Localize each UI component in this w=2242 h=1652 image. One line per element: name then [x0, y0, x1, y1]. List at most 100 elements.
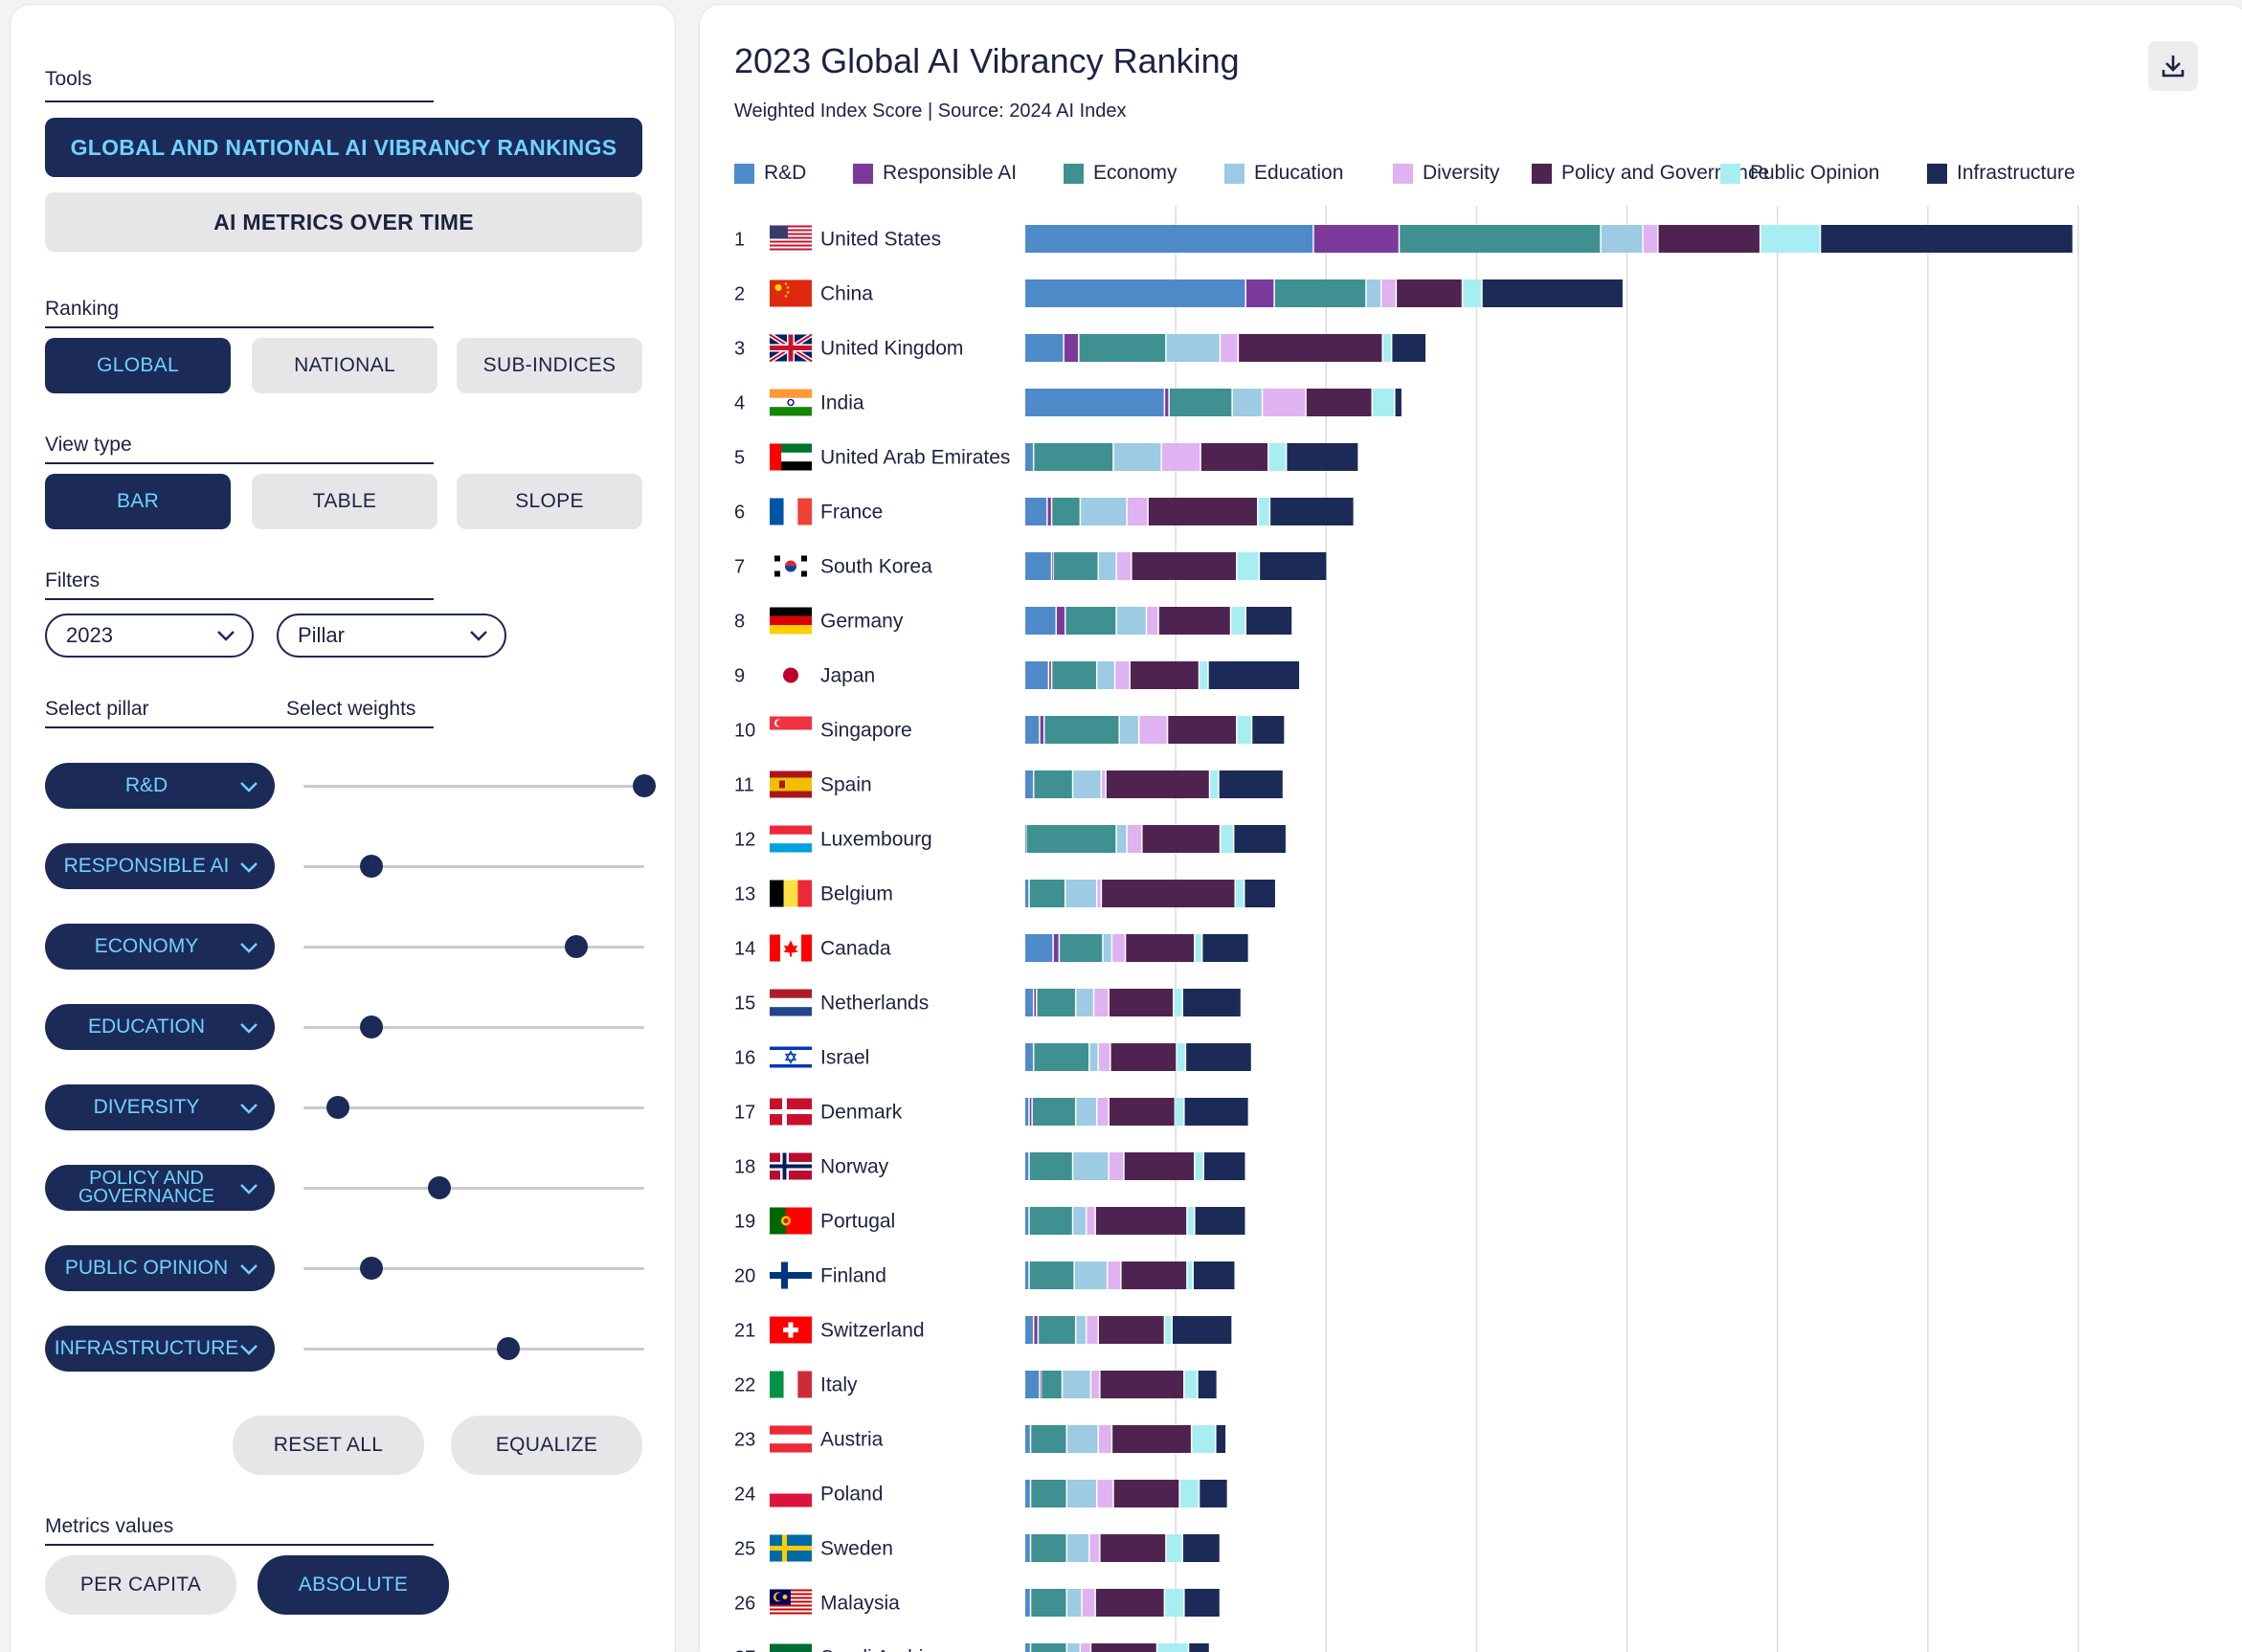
bar-segment-public-opinion[interactable]	[1177, 1043, 1185, 1071]
bar-segment-r-d[interactable]	[1025, 498, 1047, 525]
bar-segment-infrastructure[interactable]	[1202, 934, 1248, 962]
bar-segment-infrastructure[interactable]	[1392, 334, 1426, 362]
bar-segment-public-opinion[interactable]	[1237, 552, 1259, 580]
bar-segment-economy[interactable]	[1026, 825, 1116, 853]
bar-segment-economy[interactable]	[1034, 443, 1113, 471]
bar-segment-r-d[interactable]	[1025, 934, 1053, 962]
bar-segment-r-d[interactable]	[1025, 1098, 1029, 1126]
bar-segment-r-d[interactable]	[1025, 1207, 1029, 1235]
bar-segment-education[interactable]	[1232, 389, 1262, 416]
bar-segment-infrastructure[interactable]	[1234, 825, 1286, 853]
legend-item[interactable]: Policy and Governance	[1532, 162, 1769, 185]
weight-slider-knob[interactable]	[633, 774, 656, 797]
bar-segment-economy[interactable]	[1039, 1316, 1075, 1344]
bar-segment-policy-and-governance[interactable]	[1306, 389, 1372, 416]
bar-segment-diversity[interactable]	[1097, 880, 1101, 907]
bar-segment-infrastructure[interactable]	[1208, 661, 1300, 689]
legend-item[interactable]: R&D	[734, 162, 806, 185]
bar-segment-diversity[interactable]	[1091, 1371, 1100, 1398]
bar-segment-diversity[interactable]	[1081, 1643, 1090, 1652]
bar-segment-infrastructure[interactable]	[1186, 1043, 1251, 1071]
bar-segment-public-opinion[interactable]	[1760, 225, 1820, 253]
bar-segment-infrastructure[interactable]	[1189, 1643, 1209, 1652]
bar-segment-diversity[interactable]	[1089, 1534, 1100, 1562]
bar-segment-public-opinion[interactable]	[1199, 661, 1208, 689]
bar-segment-education[interactable]	[1103, 934, 1111, 962]
bar-segment-economy[interactable]	[1031, 1425, 1066, 1453]
bar-segment-infrastructure[interactable]	[1194, 1261, 1235, 1289]
weight-slider-track[interactable]	[303, 855, 644, 878]
equalize-button[interactable]: EQUALIZE	[451, 1416, 642, 1475]
bar-segment-economy[interactable]	[1029, 1207, 1072, 1235]
bar-segment-infrastructure[interactable]	[1252, 716, 1285, 744]
bar-segment-diversity[interactable]	[1127, 498, 1148, 525]
bar-segment-diversity[interactable]	[1097, 1098, 1109, 1126]
bar-segment-r-d[interactable]	[1025, 1534, 1030, 1562]
chart-row[interactable]: 27 Saudi Arabia	[734, 1643, 1209, 1652]
bar-segment-r-d[interactable]	[1025, 607, 1056, 635]
bar-segment-responsible-ai[interactable]	[1246, 279, 1274, 307]
bar-segment-policy-and-governance[interactable]	[1091, 1643, 1156, 1652]
bar-segment-education[interactable]	[1076, 1098, 1096, 1126]
bar-segment-policy-and-governance[interactable]	[1100, 1534, 1166, 1562]
bar-segment-education[interactable]	[1073, 1152, 1109, 1180]
bar-segment-r-d[interactable]	[1025, 661, 1048, 689]
bar-segment-education[interactable]	[1067, 1589, 1082, 1617]
bar-segment-infrastructure[interactable]	[1821, 225, 2073, 253]
bar-segment-economy[interactable]	[1031, 1480, 1066, 1507]
bar-segment-responsible-ai[interactable]	[1049, 661, 1051, 689]
legend-item[interactable]: Infrastructure	[1927, 162, 2075, 185]
bar-segment-education[interactable]	[1067, 1480, 1096, 1507]
bar-segment-diversity[interactable]	[1099, 1425, 1111, 1453]
bar-segment-policy-and-governance[interactable]	[1131, 661, 1199, 689]
bar-segment-public-opinion[interactable]	[1195, 934, 1201, 962]
bar-segment-r-d[interactable]	[1025, 443, 1033, 471]
bar-segment-public-opinion[interactable]	[1383, 334, 1391, 362]
chart-row[interactable]: 4 India	[734, 389, 1401, 416]
bar-segment-policy-and-governance[interactable]	[1112, 1425, 1191, 1453]
bar-segment-diversity[interactable]	[1147, 607, 1158, 635]
bar-segment-r-d[interactable]	[1025, 225, 1313, 253]
chart-row[interactable]: 10 Singapore	[734, 716, 1285, 744]
bar-segment-infrastructure[interactable]	[1195, 1207, 1245, 1235]
bar-segment-diversity[interactable]	[1116, 552, 1132, 580]
pillar-select-2[interactable]: ECONOMY	[45, 924, 275, 970]
bar-segment-education[interactable]	[1074, 1261, 1107, 1289]
chart-row[interactable]: 1 United States	[734, 225, 2073, 253]
bar-segment-r-d[interactable]	[1025, 1316, 1033, 1344]
bar-segment-responsible-ai[interactable]	[1047, 498, 1051, 525]
download-button[interactable]	[2148, 41, 2198, 91]
bar-segment-diversity[interactable]	[1162, 443, 1200, 471]
chart-row[interactable]: 26 Malaysia	[734, 1589, 1220, 1617]
bar-segment-public-opinion[interactable]	[1157, 1643, 1188, 1652]
bar-segment-education[interactable]	[1063, 1371, 1090, 1398]
bar-segment-responsible-ai[interactable]	[1034, 989, 1037, 1016]
weight-slider-track[interactable]	[303, 1016, 644, 1038]
chart-row[interactable]: 16 Israel	[734, 1043, 1251, 1071]
bar-segment-r-d[interactable]	[1025, 1589, 1030, 1617]
bar-segment-economy[interactable]	[1029, 1261, 1074, 1289]
bar-segment-r-d[interactable]	[1025, 1643, 1030, 1652]
bar-segment-economy[interactable]	[1065, 607, 1116, 635]
chart-row[interactable]: 21 Switzerland	[734, 1316, 1232, 1344]
bar-segment-infrastructure[interactable]	[1183, 989, 1241, 1016]
weight-slider-knob[interactable]	[496, 1337, 520, 1360]
pillar-select-4[interactable]: DIVERSITY	[45, 1084, 275, 1130]
bar-segment-policy-and-governance[interactable]	[1200, 443, 1268, 471]
chart-row[interactable]: 8 Germany	[734, 607, 1292, 635]
bar-segment-infrastructure[interactable]	[1482, 279, 1623, 307]
bar-segment-infrastructure[interactable]	[1219, 770, 1283, 798]
bar-segment-public-opinion[interactable]	[1221, 825, 1233, 853]
bar-segment-r-d[interactable]	[1025, 334, 1064, 362]
bar-segment-economy[interactable]	[1079, 334, 1166, 362]
year-select[interactable]: 2023	[45, 614, 254, 658]
bar-segment-public-opinion[interactable]	[1165, 1589, 1184, 1617]
chart-row[interactable]: 23 Austria	[734, 1425, 1226, 1453]
bar-segment-economy[interactable]	[1031, 1589, 1066, 1617]
bar-segment-public-opinion[interactable]	[1210, 770, 1219, 798]
bar-segment-economy[interactable]	[1034, 770, 1072, 798]
bar-segment-diversity[interactable]	[1115, 661, 1130, 689]
bar-segment-education[interactable]	[1067, 1643, 1080, 1652]
bar-segment-public-opinion[interactable]	[1166, 1534, 1182, 1562]
chart-row[interactable]: 22 Italy	[734, 1371, 1217, 1398]
